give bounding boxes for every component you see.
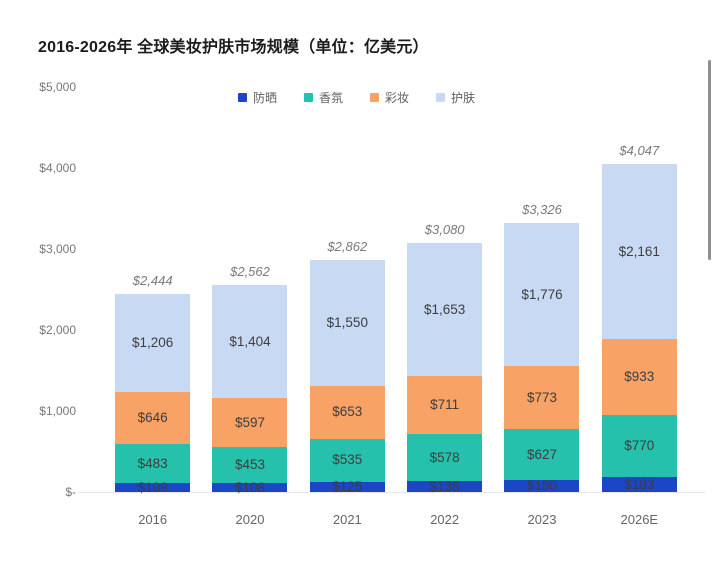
segment-value-label: $2,161 [618, 244, 660, 259]
y-axis-tick-label: $5,000 [39, 80, 76, 94]
segment-value-label: $453 [234, 457, 265, 473]
x-axis-baseline [78, 492, 706, 493]
bar-total-label: $2,444 [132, 273, 173, 289]
plot-area: $2,444 $1,206 $646 $483 $109 $2,562 $1,404 $597… [104, 87, 688, 495]
bar-segment-sunscreen: $150 [504, 478, 580, 494]
segment-value-label: $1,776 [521, 286, 563, 302]
legend-label: 彩妆 [385, 91, 410, 105]
segment-value-label: $183 [624, 476, 655, 492]
stacked-bar: $1,776 $773 $627 $150 [504, 222, 580, 494]
bar-segment-skincare: $1,206 [115, 294, 191, 392]
y-axis-tick-label: $3,000 [39, 242, 76, 256]
legend-item-fragrance: 香氛 [303, 89, 343, 106]
bar-segment-sunscreen: $109 [115, 479, 191, 495]
legend-item-makeup: 彩妆 [370, 89, 409, 106]
segment-value-label: $483 [137, 455, 168, 471]
x-axis-label: 2026E [620, 512, 659, 527]
bar-column-2023: $3,326 $1,776 $773 $627 $150 [493, 87, 590, 492]
bar-segment-fragrance: $453 [212, 446, 288, 484]
bar-column-2016: $2,444 $1,206 $646 $483 $109 [104, 87, 201, 495]
bar-segment-makeup: $773 [504, 366, 580, 430]
segment-value-label: $770 [624, 438, 655, 454]
legend-item-sunscreen: 防晒 [237, 89, 277, 106]
segment-value-label: $653 [332, 404, 363, 420]
y-axis-tick-label: $4,000 [39, 161, 76, 175]
bar-segment-skincare: $1,653 [407, 242, 483, 377]
bar-segment-sunscreen: $125 [309, 479, 385, 495]
bar-column-2021: $2,862 $1,550 $653 $535 $125 [299, 87, 396, 495]
stacked-bar: $1,653 $711 $578 $138 [407, 242, 483, 494]
legend-swatch-makeup [370, 93, 379, 102]
bar-segment-fragrance: $535 [309, 438, 385, 482]
stacked-bar: $1,206 $646 $483 $109 [115, 294, 191, 495]
bar-segment-makeup: $711 [407, 376, 483, 435]
bar-segment-skincare: $1,776 [504, 222, 580, 367]
x-axis-label: 2022 [430, 512, 460, 527]
bar-segment-makeup: $597 [212, 398, 288, 447]
x-axis-label: 2020 [235, 512, 265, 527]
bar-segment-sunscreen: $183 [601, 476, 677, 492]
bar-segment-sunscreen: $138 [407, 478, 483, 494]
segment-value-label: $933 [624, 369, 655, 385]
segment-value-label: $125 [332, 479, 363, 495]
segment-value-label: $646 [137, 410, 168, 426]
bar-segment-fragrance: $770 [601, 414, 677, 478]
segment-value-label: $1,550 [326, 315, 368, 331]
bar-total-label: $2,862 [327, 239, 368, 255]
chart-legend: 防晒 香氛 彩妆 护肤 [0, 89, 713, 106]
segment-value-label: $773 [526, 390, 557, 406]
y-axis-tick-label: $- [65, 485, 76, 499]
stacked-bar: $1,404 $597 $453 $108 [212, 284, 288, 495]
bar-segment-skincare: $2,161 [601, 164, 677, 340]
y-axis-tick-label: $1,000 [39, 404, 76, 418]
segment-value-label: $138 [429, 478, 460, 494]
legend-swatch-fragrance [303, 93, 313, 102]
x-axis-label: 2021 [332, 512, 362, 527]
bar-segment-skincare: $1,404 [212, 284, 288, 399]
bar-segment-makeup: $653 [309, 385, 385, 439]
stacked-bar: $2,161 $933 $770 $183 [601, 164, 677, 492]
segment-value-label: $597 [234, 414, 265, 430]
bar-segment-sunscreen: $108 [212, 479, 288, 495]
segment-value-label: $578 [429, 449, 460, 465]
bar-total-label: $4,047 [619, 143, 660, 159]
legend-label: 防晒 [252, 91, 277, 105]
bar-segment-makeup: $933 [601, 339, 677, 415]
segment-value-label: $1,206 [132, 335, 174, 351]
segment-value-label: $108 [234, 479, 265, 495]
segment-value-label: $535 [332, 452, 363, 468]
segment-value-label: $1,404 [229, 333, 271, 349]
bar-segment-fragrance: $578 [407, 434, 483, 481]
segment-value-label: $627 [526, 446, 557, 462]
segment-value-label: $109 [137, 479, 168, 495]
x-axis-labels: 2016 2020 2021 2022 2023 2026E [104, 512, 688, 527]
legend-item-skincare: 护肤 [436, 89, 475, 106]
bar-column-2020: $2,562 $1,404 $597 $453 $108 [201, 87, 298, 495]
bar-total-label: $3,326 [522, 201, 562, 217]
legend-label: 护肤 [451, 91, 476, 105]
x-axis-label: 2023 [527, 512, 557, 527]
bar-segment-skincare: $1,550 [309, 260, 385, 386]
chart-title: 2016-2026年 全球美妆护肤市场规模（单位：亿美元） [38, 39, 429, 56]
vertical-scrollbar-thumb[interactable] [708, 60, 711, 260]
x-axis-label: 2016 [138, 512, 168, 527]
segment-value-label: $1,653 [423, 301, 466, 317]
y-axis-tick-label: $2,000 [39, 323, 76, 337]
bar-segment-fragrance: $627 [504, 429, 580, 480]
bar-segment-makeup: $646 [115, 391, 191, 445]
bar-column-2026E: $4,047 $2,161 $933 $770 $183 [591, 87, 688, 492]
legend-swatch-skincare [436, 93, 446, 102]
bar-column-2022: $3,080 $1,653 $711 $578 $138 [396, 87, 493, 494]
bar-segment-fragrance: $483 [115, 444, 191, 484]
bar-total-label: $3,080 [424, 221, 465, 237]
stacked-bar: $1,550 $653 $535 $125 [309, 260, 385, 495]
segment-value-label: $711 [430, 397, 460, 413]
legend-swatch-sunscreen [237, 93, 247, 102]
segment-value-label: $150 [526, 478, 557, 494]
legend-label: 香氛 [318, 91, 343, 105]
bar-total-label: $2,562 [230, 263, 270, 279]
